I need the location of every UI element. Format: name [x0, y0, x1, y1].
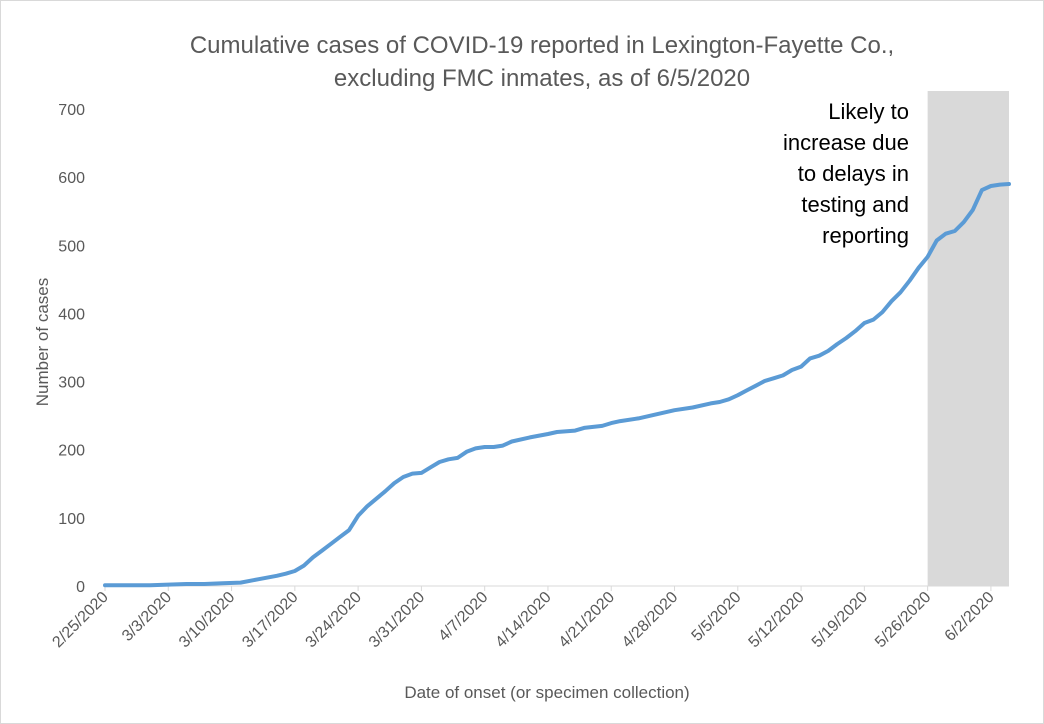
y-tick-label: 300	[58, 375, 85, 392]
x-tick-label: 3/3/2020	[119, 589, 175, 645]
x-tick-label: 4/7/2020	[435, 589, 491, 645]
series-line	[103, 182, 1011, 588]
y-tick-label: 500	[58, 238, 85, 255]
x-axis-ticks: 2/25/2020 3/3/2020 3/10/2020 3/17/2020 3/24/…	[49, 586, 998, 651]
x-tick-label: 3/17/2020	[239, 589, 301, 651]
y-tick-label: 200	[58, 443, 85, 460]
x-tick-label: 5/26/2020	[872, 589, 934, 651]
chart-title-line-1: Cumulative cases of COVID-19 reported in…	[190, 32, 894, 59]
x-tick-label: 3/10/2020	[176, 589, 238, 651]
chart-title-line-2: excluding FMC inmates, as of 6/5/2020	[334, 65, 750, 92]
shaded-region-group	[927, 91, 1009, 586]
y-axis-ticks: 0 100 200 300 400 500 600 700	[58, 102, 85, 596]
shaded-region	[927, 91, 1009, 586]
annotation-line: reporting	[822, 223, 909, 248]
x-tick-label: 3/31/2020	[366, 589, 428, 651]
annotation-line: testing and	[801, 192, 909, 217]
shaded-region-annotation: Likely to increase due to delays in testing…	[783, 99, 909, 248]
annotation-line: to delays in	[798, 161, 909, 186]
x-tick-label: 5/12/2020	[746, 589, 808, 651]
x-tick-label: 3/24/2020	[303, 589, 365, 651]
x-tick-label: 4/21/2020	[556, 589, 618, 651]
y-tick-label: 400	[58, 306, 85, 323]
series-group	[103, 182, 1011, 588]
annotation-line: increase due	[783, 130, 909, 155]
annotation-line: Likely to	[828, 99, 909, 124]
x-axis-title: Date of onset (or specimen collection)	[404, 683, 689, 702]
x-tick-label: 5/5/2020	[689, 589, 745, 645]
x-tick-label: 6/2/2020	[942, 589, 998, 645]
y-tick-label: 0	[76, 579, 85, 596]
y-axis-title: Number of cases	[33, 278, 52, 407]
y-tick-label: 700	[58, 102, 85, 119]
x-tick-label: 2/25/2020	[49, 589, 111, 651]
x-tick-label: 5/19/2020	[809, 589, 871, 651]
x-tick-label: 4/28/2020	[619, 589, 681, 651]
x-tick-label: 4/14/2020	[492, 589, 554, 651]
y-tick-label: 600	[58, 170, 85, 187]
y-tick-label: 100	[58, 511, 85, 528]
